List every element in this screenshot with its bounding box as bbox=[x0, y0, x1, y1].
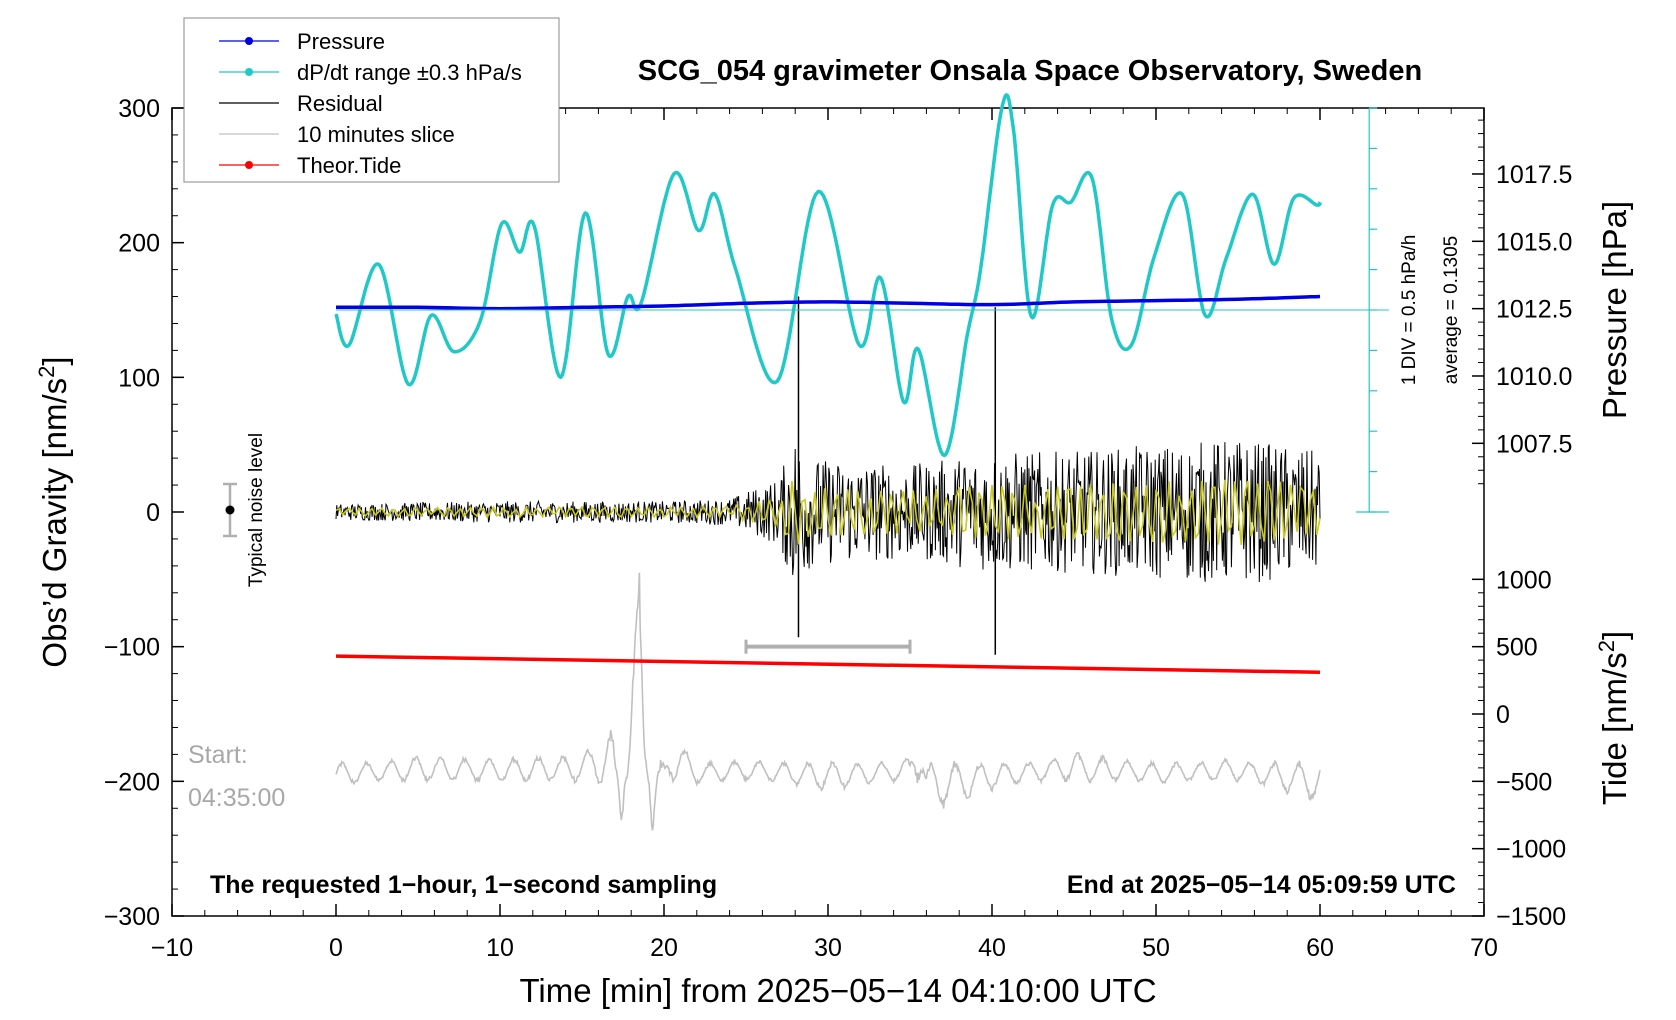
y-tick-label: 200 bbox=[118, 230, 160, 258]
y-tick-label: −300 bbox=[104, 903, 160, 931]
series-residual-smoothed-line bbox=[335, 479, 1321, 545]
x-tick-label: −10 bbox=[151, 934, 193, 962]
dpdt-div-label: 1 DIV = 0.5 hPa/h bbox=[1399, 235, 1420, 386]
sampling-note: The requested 1−hour, 1−second sampling bbox=[210, 871, 717, 899]
x-tick-label: 50 bbox=[1142, 934, 1170, 962]
x-axis-label: Time [min] from 2025−05−14 04:10:00 UTC bbox=[519, 972, 1156, 1009]
legend-label: Residual bbox=[297, 91, 383, 116]
noise-level-indicator bbox=[223, 482, 237, 538]
series-layer bbox=[334, 93, 1322, 831]
series-10min-slice-line bbox=[335, 572, 1321, 831]
legend-label: Pressure bbox=[297, 29, 385, 54]
dpdt-average-label: average = 0.1305 bbox=[1441, 236, 1462, 384]
x-tick-label: 60 bbox=[1306, 934, 1334, 962]
x-tick-label: 0 bbox=[329, 934, 343, 962]
y-tick-label: 300 bbox=[118, 95, 160, 123]
noise-level-label: Typical noise level bbox=[246, 433, 267, 587]
tide-tick-label: 1000 bbox=[1496, 566, 1552, 594]
slice-window-bracket bbox=[744, 639, 912, 654]
tide-tick-label: −1500 bbox=[1496, 903, 1566, 931]
x-tick-label: 20 bbox=[650, 934, 678, 962]
y-tick-label: 100 bbox=[118, 364, 160, 392]
x-tick-label: 30 bbox=[814, 934, 842, 962]
pressure-tick-label: 1012.5 bbox=[1496, 296, 1572, 324]
start-label: Start: bbox=[188, 741, 248, 769]
legend-items: Pressure dP/dt range ±0.3 hPa/s Residual 10… bbox=[219, 29, 522, 178]
x-tick-label: 40 bbox=[978, 934, 1006, 962]
pressure-tick-label: 1017.5 bbox=[1496, 161, 1572, 189]
legend-swatch-marker bbox=[245, 37, 253, 45]
axis-ticks: −10 0 10 20 30 40 50 60 70−300−200−1000100200300… bbox=[104, 95, 1573, 962]
x-tick-label: 70 bbox=[1470, 934, 1498, 962]
chart-title: SCG_054 gravimeter Onsala Space Observat… bbox=[638, 55, 1422, 87]
pressure-tick-label: 1007.5 bbox=[1496, 430, 1572, 458]
y-tick-label: −200 bbox=[104, 768, 160, 796]
tide-tick-label: −1000 bbox=[1496, 836, 1566, 864]
y-axis-pressure-label: Pressure [hPa] bbox=[1596, 201, 1633, 419]
y-axis-tide-label: Tide [nm/s2] bbox=[1594, 631, 1633, 805]
series-pressure-line bbox=[336, 294, 1321, 311]
x-tick-label: 10 bbox=[486, 934, 514, 962]
tide-tick-label: 500 bbox=[1496, 634, 1538, 662]
start-time-label: 04:35:00 bbox=[188, 784, 285, 812]
legend-swatch-marker bbox=[245, 68, 253, 76]
pressure-tick-label: 1010.0 bbox=[1496, 363, 1572, 391]
series-dpdt-line bbox=[334, 93, 1322, 458]
legend-swatch-marker bbox=[245, 161, 253, 169]
legend-box bbox=[183, 17, 560, 183]
legend-label: dP/dt range ±0.3 hPa/s bbox=[297, 60, 522, 85]
y-tick-label: −100 bbox=[104, 634, 160, 662]
tide-tick-label: −500 bbox=[1496, 768, 1552, 796]
legend-label: Theor.Tide bbox=[297, 153, 401, 178]
dpdt-scale bbox=[336, 107, 1389, 513]
y-tick-label: 0 bbox=[146, 499, 160, 527]
series-theor-tide-line bbox=[335, 654, 1321, 675]
pressure-tick-label: 1015.0 bbox=[1496, 228, 1572, 256]
series-residual-line bbox=[335, 442, 1321, 583]
legend-label: 10 minutes slice bbox=[297, 122, 455, 147]
legend: Pressure dP/dt range ±0.3 hPa/s Residual 10… bbox=[183, 17, 560, 183]
tide-tick-label: 0 bbox=[1496, 701, 1510, 729]
y-axis-left-label: Obs’d Gravity [nm/s2] bbox=[34, 356, 73, 667]
end-time-note: End at 2025−05−14 05:09:59 UTC bbox=[1067, 871, 1456, 899]
